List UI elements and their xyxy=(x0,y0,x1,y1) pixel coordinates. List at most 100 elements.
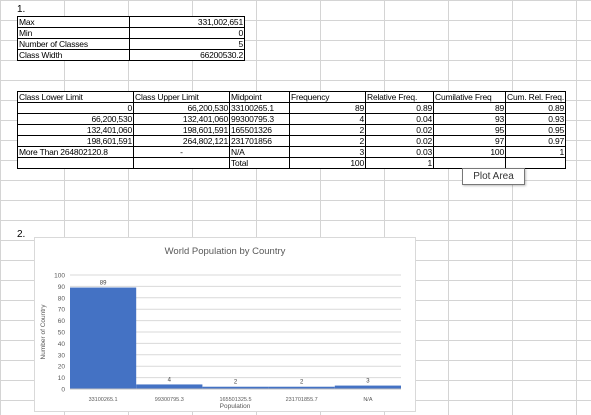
table-cell[interactable]: 100 xyxy=(289,157,366,169)
table-cell[interactable]: 1 xyxy=(365,157,434,169)
section-label-2: 2. xyxy=(17,229,26,240)
table-row: More Than 264802120.8- N/A 3 0.03 100 1 xyxy=(17,146,566,158)
bar xyxy=(268,386,335,389)
column-header[interactable]: Midpoint xyxy=(229,91,290,103)
y-tick-label: 70 xyxy=(58,307,66,314)
table-cell[interactable]: 0.93 xyxy=(505,113,566,125)
table-cell[interactable]: 198,601,591 xyxy=(133,124,230,136)
total-row: Total 100 1 xyxy=(17,157,566,169)
x-tick-label: 99300795.3 xyxy=(155,397,184,403)
table-cell[interactable]: 66,200,530 xyxy=(133,102,230,114)
section-label-1: 1. xyxy=(17,4,26,15)
table-row: 132,401,060 198,601,591 165501326 2 0.02 95 0.… xyxy=(17,124,566,136)
bar xyxy=(334,385,401,389)
table-cell[interactable]: 89 xyxy=(289,102,366,114)
x-tick-label: 231701855.7 xyxy=(286,397,318,403)
table-cell[interactable]: 100 xyxy=(433,146,506,158)
summary-value[interactable]: 0 xyxy=(129,27,245,39)
column-header[interactable]: Class Upper Limit xyxy=(133,91,230,103)
y-tick-label: 80 xyxy=(58,295,66,302)
summary-row: Number of Classes 5 xyxy=(17,38,245,50)
column-header[interactable]: Cum. Rel. Freq. xyxy=(505,91,566,103)
table-cell[interactable]: 0.02 xyxy=(365,124,434,136)
y-tick-label: 30 xyxy=(58,352,66,359)
summary-label[interactable]: Class Width xyxy=(17,49,130,61)
data-label: 2 xyxy=(300,380,304,386)
table-cell[interactable]: - xyxy=(133,146,230,158)
table-cell[interactable]: 132,401,060 xyxy=(17,124,134,136)
data-label: 89 xyxy=(100,281,107,287)
table-cell[interactable]: 95 xyxy=(433,124,506,136)
bar-chart[interactable]: 0 10 20 30 40 50 60 70 80 90 100 89 33100265.1 4 99300… xyxy=(34,237,416,412)
x-tick-label: 165501325.5 xyxy=(219,397,251,403)
table-cell[interactable]: 198,601,591 xyxy=(17,135,134,147)
x-axis-label: Population xyxy=(220,403,251,410)
table-cell[interactable]: 165501326 xyxy=(229,124,290,136)
table-cell[interactable]: 2 xyxy=(289,124,366,136)
y-tick-label: 20 xyxy=(58,364,66,371)
data-label: 4 xyxy=(168,377,172,383)
summary-label[interactable]: Number of Classes xyxy=(17,38,130,50)
table-cell[interactable]: 0.03 xyxy=(365,146,434,158)
column-header[interactable]: Frequency xyxy=(289,91,366,103)
table-cell[interactable]: 1 xyxy=(505,146,566,158)
chart-canvas: 0 10 20 30 40 50 60 70 80 90 100 89 33100265.1 4 99300… xyxy=(40,246,401,410)
table-cell[interactable] xyxy=(17,157,134,169)
table-cell[interactable]: 89 xyxy=(433,102,506,114)
table-cell[interactable] xyxy=(505,157,566,169)
x-tick-label: 33100265.1 xyxy=(89,397,118,403)
data-label: 3 xyxy=(366,379,370,385)
y-tick-label: 40 xyxy=(58,341,66,348)
summary-value[interactable]: 331,002,651 xyxy=(129,16,245,28)
summary-row: Min 0 xyxy=(17,27,245,39)
summary-table: Max 331,002,651 Min 0 Number of Classes 5 Clas… xyxy=(17,16,245,61)
table-cell[interactable]: Total xyxy=(229,157,290,169)
table-row: 0 66,200,530 33100265.1 89 0.89 89 0.89 xyxy=(17,102,566,114)
table-cell[interactable]: 2 xyxy=(289,135,366,147)
plot-area-tooltip: Plot Area xyxy=(462,168,525,185)
table-cell[interactable] xyxy=(133,157,230,169)
table-cell[interactable]: 99300795.3 xyxy=(229,113,290,125)
table-cell[interactable]: 0.02 xyxy=(365,135,434,147)
table-cell[interactable]: 0.95 xyxy=(505,124,566,136)
x-tick-label: N/A xyxy=(363,397,373,403)
table-cell[interactable]: 33100265.1 xyxy=(229,102,290,114)
table-cell[interactable]: 0.89 xyxy=(365,102,434,114)
y-tick-label: 0 xyxy=(61,387,65,394)
table-row: 198,601,591 264,802,121 231701856 2 0.02 97 0.… xyxy=(17,135,566,147)
column-header[interactable]: Cumilative Freq xyxy=(433,91,506,103)
table-cell[interactable]: 264,802,121 xyxy=(133,135,230,147)
summary-value[interactable]: 66200530.2 xyxy=(129,49,245,61)
table-cell[interactable]: 3 xyxy=(289,146,366,158)
table-cell[interactable]: 231701856 xyxy=(229,135,290,147)
summary-value[interactable]: 5 xyxy=(129,38,245,50)
table-cell[interactable]: 4 xyxy=(289,113,366,125)
table-cell[interactable]: 93 xyxy=(433,113,506,125)
table-cell[interactable]: 0 xyxy=(17,102,134,114)
column-header[interactable]: Class Lower Limit xyxy=(17,91,134,103)
y-tick-label: 90 xyxy=(58,284,66,291)
table-cell[interactable]: N/A xyxy=(229,146,290,158)
table-cell[interactable]: 0.89 xyxy=(505,102,566,114)
table-cell[interactable]: 0.04 xyxy=(365,113,434,125)
y-tick-label: 60 xyxy=(58,318,66,325)
table-cell[interactable]: More Than 264802120.8 xyxy=(17,146,134,158)
y-tick-label: 10 xyxy=(58,375,66,382)
bar xyxy=(70,287,137,389)
bar xyxy=(202,386,269,389)
table-cell[interactable] xyxy=(433,157,506,169)
table-cell[interactable]: 66,200,530 xyxy=(17,113,134,125)
frequency-table: Class Lower Limit Class Upper Limit Midpoi… xyxy=(17,91,566,169)
summary-label[interactable]: Max xyxy=(17,16,130,28)
table-cell[interactable]: 132,401,060 xyxy=(133,113,230,125)
column-header[interactable]: Relative Freq. xyxy=(365,91,434,103)
table-cell[interactable]: 0.97 xyxy=(505,135,566,147)
bar xyxy=(136,384,203,389)
table-cell[interactable]: 97 xyxy=(433,135,506,147)
table-row: 66,200,530 132,401,060 99300795.3 4 0.04 93 0.… xyxy=(17,113,566,125)
summary-label[interactable]: Min xyxy=(17,27,130,39)
summary-row: Class Width 66200530.2 xyxy=(17,49,245,61)
y-axis-label: Number of Country xyxy=(40,304,47,360)
y-tick-label: 50 xyxy=(58,330,66,337)
chart-title: World Population by Country xyxy=(165,246,286,257)
